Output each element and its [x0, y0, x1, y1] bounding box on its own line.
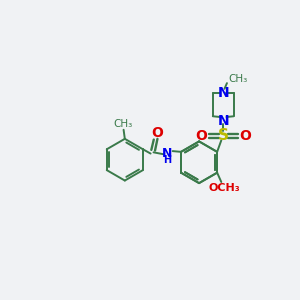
Text: S: S: [218, 128, 229, 143]
Text: O: O: [196, 129, 208, 143]
Text: N: N: [218, 114, 229, 128]
Text: CH₃: CH₃: [228, 74, 248, 84]
Text: O: O: [239, 129, 251, 143]
Text: CH₃: CH₃: [113, 118, 133, 129]
Text: O: O: [151, 126, 163, 140]
Text: N: N: [218, 86, 229, 100]
Text: N: N: [162, 147, 172, 160]
Text: OCH₃: OCH₃: [209, 183, 240, 193]
Text: H: H: [163, 155, 171, 165]
